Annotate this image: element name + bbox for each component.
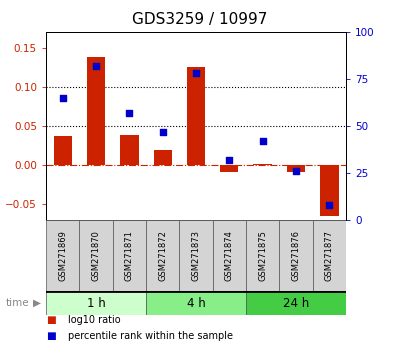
Point [193,70,199,76]
Text: GSM271877: GSM271877 [325,230,334,281]
Point [93,63,99,69]
Text: GSM271872: GSM271872 [158,230,167,281]
Text: time: time [6,298,30,308]
Bar [146,220,179,291]
Bar [254,164,272,165]
Text: 4 h: 4 h [187,297,205,309]
Bar [179,220,213,291]
Text: GSM271869: GSM271869 [58,230,67,281]
Bar [79,220,113,291]
Bar [46,291,146,315]
Text: ■: ■ [46,331,56,341]
Point [60,95,66,101]
Bar [113,220,146,291]
Text: GSM271873: GSM271873 [192,230,200,281]
Bar [213,220,246,291]
Point [226,157,232,163]
Bar [154,150,172,165]
Point [126,110,132,116]
Bar [187,67,205,165]
Point [260,138,266,144]
Text: GDS3259 / 10997: GDS3259 / 10997 [132,12,268,27]
Bar [246,291,346,315]
Text: 24 h: 24 h [283,297,309,309]
Point [160,129,166,135]
Text: GSM271870: GSM271870 [92,230,100,281]
Text: log10 ratio: log10 ratio [68,315,121,325]
Bar [120,136,138,165]
Bar [87,57,105,165]
Bar [46,220,79,291]
Bar [287,165,305,172]
Bar [220,165,238,172]
Point [326,202,332,208]
Text: GSM271874: GSM271874 [225,230,234,281]
Text: GSM271876: GSM271876 [292,230,300,281]
Bar [313,220,346,291]
Text: percentile rank within the sample: percentile rank within the sample [68,331,233,341]
Text: ▶: ▶ [33,298,41,308]
Bar [279,220,313,291]
Text: GSM271875: GSM271875 [258,230,267,281]
Bar [246,220,279,291]
Point [293,169,299,174]
Text: 1 h: 1 h [87,297,105,309]
Bar [146,291,246,315]
Bar [320,165,338,216]
Bar [54,136,72,165]
Text: ■: ■ [46,315,56,325]
Text: GSM271871: GSM271871 [125,230,134,281]
